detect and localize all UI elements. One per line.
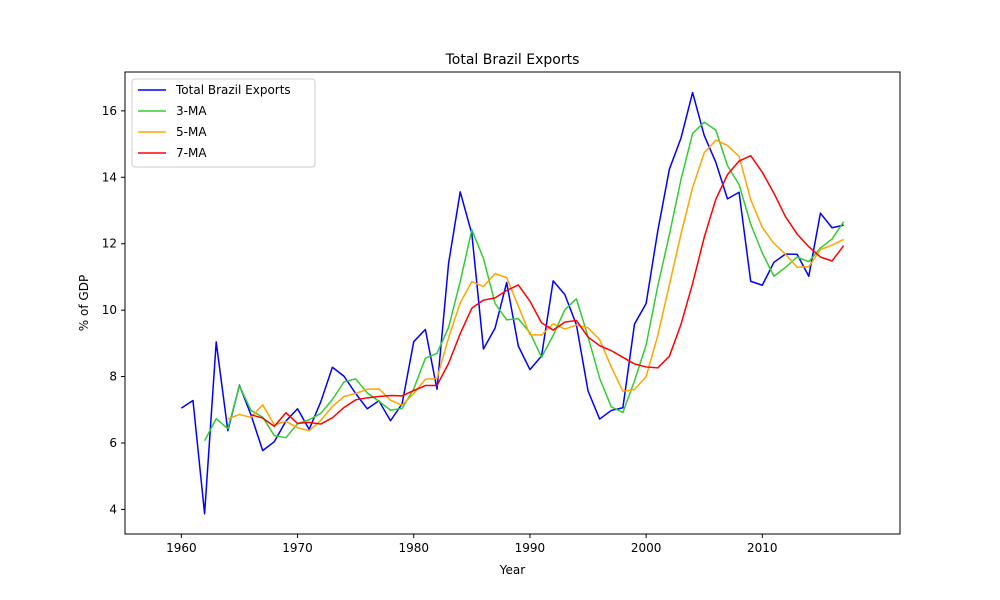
- series-layer: [180, 91, 845, 515]
- series-line-3: [250, 154, 845, 428]
- x-tick-label: 2000: [631, 541, 662, 555]
- legend-box: [131, 78, 316, 168]
- y-tick-label: 12: [102, 237, 117, 251]
- x-axis-label: Year: [499, 563, 525, 577]
- chart-title: Total Brazil Exports: [445, 52, 580, 68]
- series-line-0: [180, 91, 844, 515]
- y-axis: 4 6 8 10 12 14 16: [102, 104, 125, 516]
- legend-label: Total Brazil Exports: [175, 83, 291, 97]
- y-tick-label: 6: [109, 436, 117, 450]
- legend-label: 5-MA: [176, 125, 207, 139]
- legend-label: 7-MA: [176, 146, 207, 160]
- legend-label: 3-MA: [176, 104, 207, 118]
- x-tick-label: 2010: [747, 541, 778, 555]
- y-tick-label: 8: [109, 370, 117, 384]
- y-tick-label: 4: [109, 502, 117, 516]
- x-tick-label: 1970: [282, 541, 313, 555]
- y-axis-label: % of GDP: [77, 275, 91, 331]
- y-tick-label: 10: [102, 303, 117, 317]
- series-line-2: [227, 139, 844, 432]
- x-tick-label: 1990: [515, 541, 546, 555]
- x-tick-label: 1960: [166, 541, 197, 555]
- y-tick-label: 14: [102, 170, 117, 184]
- series-line-1: [203, 121, 845, 442]
- x-axis: 1960 1970 1980 1990 2000 2010: [166, 534, 778, 555]
- y-tick-label: 16: [102, 104, 117, 118]
- legend: Total Brazil Exports 3-MA 5-MA 7-MA: [131, 78, 316, 168]
- plot-frame: [124, 71, 901, 535]
- x-tick-label: 1980: [398, 541, 429, 555]
